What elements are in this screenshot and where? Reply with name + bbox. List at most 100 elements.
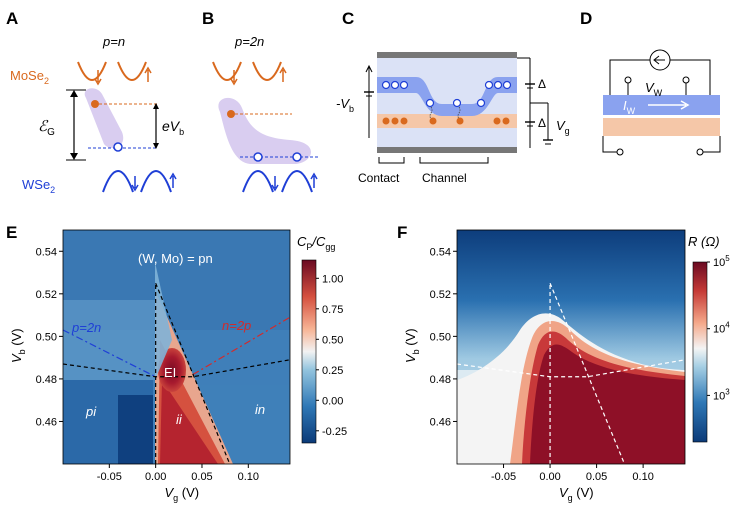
contact-bracket [378,157,405,164]
panel-label-b: B [202,9,214,28]
panel-label-a: A [6,9,18,28]
electron-icon [227,110,235,118]
boundary-line [549,282,626,465]
mose2-band-1 [212,61,242,81]
panel-c: C -Vb Δ Δ Vg Contact Channel [336,9,570,185]
mose2-label: MoSe2 [10,68,49,86]
colorbar-title-e: CP/Cgg [297,234,335,252]
electron-icon [91,100,99,108]
delta-label-2: Δ [538,116,546,130]
gap-arrow-heads [70,90,78,160]
y-axis-label: Vb (V) [403,328,421,363]
bias-arrow-icon [365,64,373,73]
exciton-bond-icon [429,106,461,120]
colorbar-f [692,261,708,443]
bias-label: -Vb [336,96,354,114]
mose2-layer [377,114,517,128]
annotation-n2p: n=2p [222,318,251,333]
y-tick-label: 0.46 [36,416,57,428]
wse2-band-2 [281,170,313,193]
spin-down-arrow-icon [131,176,139,192]
iw-label: IW [623,98,636,116]
colorbar-tick-label: -0.25 [322,426,347,438]
hole-icon [253,152,263,162]
annotation-p2n: p=2n [71,320,101,335]
overlay-lines-e [62,282,291,465]
spin-up-arrow-icon [169,172,177,188]
dielectric [377,58,517,147]
x-axis-label: Vg (V) [165,485,200,503]
colorbar-tick-label: 103 [713,387,730,402]
vw-label: VW [645,80,663,98]
wse2-label: WSe2 [22,177,55,195]
region-pi: pi [85,404,97,419]
y-tick-label: 0.54 [36,246,57,258]
spin-up-arrow-icon [310,172,318,188]
plot-frame-e [62,229,291,465]
bottom-gate [377,147,517,153]
heatmap-f [457,230,685,464]
current-arrow-icon [648,100,690,110]
current-source-arrow-icon [653,55,665,65]
gate-voltage-label: Vg [556,118,570,136]
bottom-leads [602,136,721,153]
spin-up-arrow-icon [144,66,152,82]
hole-icon [292,152,302,162]
panel-label-e: E [6,223,17,242]
line-p-eq-2n [62,329,156,378]
y-tick-label: 0.52 [36,289,57,301]
x-tick-label: 0.05 [191,471,212,483]
region-in: in [255,402,265,417]
y-tick-label: 0.48 [36,374,57,386]
boundary-line [155,282,231,465]
mose2-channel [603,118,720,136]
region-ii: ii [176,412,183,427]
x-tick-label: 0.05 [586,471,607,483]
top-gate [377,52,517,58]
annotation-pn: (W, Mo) = pn [138,251,213,266]
exciton-cloud [84,88,124,148]
colorbar-tick-label: 1.00 [322,273,343,285]
energy-gap-label: ℰG [38,118,55,138]
boundary-line [62,359,291,378]
panel-a-title: p=n [102,34,125,49]
y-tick-label: 0.50 [36,331,57,343]
axes-e: -0.05 0.00 0.05 0.10 0.46 0.48 0.50 0.52 0.54 Vg … [9,246,259,503]
spin-down-arrow-icon [94,70,102,86]
mose2-band-2 [117,61,147,81]
mose2-band-2 [252,61,282,81]
contact-electrons [382,117,510,125]
voltage-probe-icon [624,76,632,84]
colorbar-e [301,259,317,444]
colorbar-tick-label: 0.50 [322,334,343,346]
colorbar-tick-label: 0.75 [322,304,343,316]
panel-label-f: F [397,223,407,242]
heatmap-e [63,230,290,464]
colorbar-tick-label: 104 [713,321,730,336]
contact-label: Contact [358,171,400,185]
spin-down-arrow-icon [271,176,279,192]
colorbar-ticks-e: 1.00 0.75 0.50 0.25 0.00 -0.25 [316,273,347,438]
y-axis-label: Vb (V) [9,328,27,363]
region-ei: EI [164,365,176,380]
axes-f: -0.05 0.00 0.05 0.10 0.46 0.48 0.50 0.52 0.54 Vg … [403,246,654,503]
overlay-lines-f [456,282,686,465]
terminal-icon [616,148,624,156]
x-axis-label: Vg (V) [559,485,594,503]
channel-label: Channel [422,171,467,185]
wse2-band-1 [102,170,134,193]
y-tick-label: 0.50 [430,331,451,343]
y-tick-label: 0.46 [430,416,451,428]
panel-a: A p=n MoSe2 WSe2 ℰG eVb [6,9,184,195]
panel-b-title: p=2n [234,34,264,49]
wse2-band-1 [242,170,274,193]
spin-up-arrow-icon [279,66,287,82]
y-tick-label: 0.52 [430,289,451,301]
colorbar-tick-label: 0.00 [322,395,343,407]
x-tick-label: 0.10 [238,471,259,483]
panel-f: F -0.05 0.00 0.05 0.10 0.46 0.48 0.50 0.52 0.54 V… [397,223,730,503]
contact-holes [381,80,512,108]
colorbar-tick-label: 105 [713,254,730,269]
mose2-band-1 [77,61,107,81]
